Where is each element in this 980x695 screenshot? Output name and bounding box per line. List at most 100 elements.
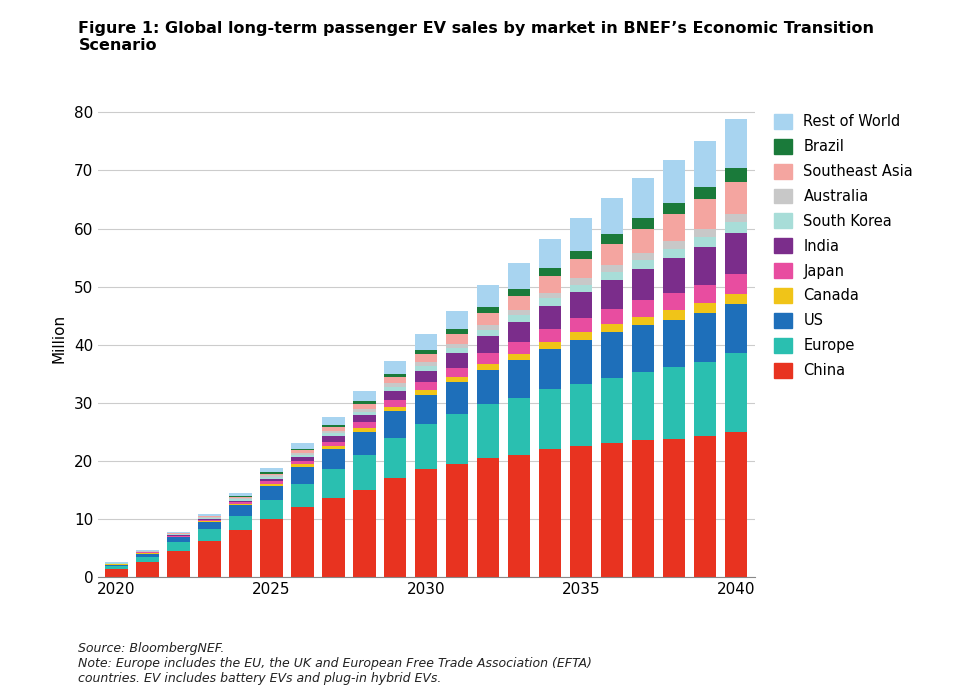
Bar	[106, 564, 127, 566]
Bar	[508, 295, 530, 310]
Bar	[508, 455, 530, 577]
Bar	[694, 237, 716, 247]
Bar	[322, 446, 345, 449]
Bar	[229, 499, 252, 500]
Bar	[725, 353, 747, 432]
Bar	[601, 309, 623, 325]
Bar	[446, 414, 468, 464]
Bar	[291, 443, 314, 449]
Bar	[662, 293, 685, 311]
Bar	[198, 517, 220, 518]
Bar	[632, 300, 655, 317]
Bar	[446, 464, 468, 577]
Legend: Rest of World, Brazil, Southeast Asia, Australia, South Korea, India, Japan, Can: Rest of World, Brazil, Southeast Asia, A…	[768, 108, 919, 384]
Bar	[261, 477, 282, 479]
Bar	[291, 455, 314, 457]
Bar	[322, 449, 345, 469]
Bar	[198, 514, 220, 516]
Bar	[662, 241, 685, 249]
Bar	[291, 457, 314, 461]
Bar	[477, 286, 500, 307]
Bar	[662, 214, 685, 241]
Bar	[632, 259, 655, 268]
Bar	[168, 532, 190, 533]
Bar	[353, 416, 375, 423]
Bar	[322, 427, 345, 431]
Bar	[539, 276, 562, 293]
Bar	[508, 322, 530, 343]
Bar	[601, 197, 623, 234]
Bar	[136, 554, 159, 557]
Bar	[632, 229, 655, 252]
Bar	[384, 384, 407, 386]
Bar	[632, 179, 655, 218]
Bar	[384, 391, 407, 400]
Bar	[353, 490, 375, 577]
Bar	[539, 349, 562, 389]
Bar	[601, 377, 623, 443]
Text: Figure 1: Global long-term passenger EV sales by market in BNEF’s Economic Trans: Figure 1: Global long-term passenger EV …	[78, 21, 874, 54]
Bar	[353, 428, 375, 432]
Bar	[508, 360, 530, 398]
Bar	[291, 466, 314, 484]
Bar	[229, 496, 252, 497]
Bar	[322, 498, 345, 577]
Bar	[384, 386, 407, 391]
Bar	[539, 268, 562, 276]
Bar	[570, 446, 592, 577]
Bar	[477, 404, 500, 458]
Bar	[291, 450, 314, 452]
Bar	[477, 325, 500, 330]
Bar	[384, 377, 407, 384]
Bar	[353, 391, 375, 401]
Bar	[694, 247, 716, 285]
Bar	[601, 265, 623, 272]
Bar	[106, 569, 127, 577]
Bar	[601, 244, 623, 265]
Bar	[322, 436, 345, 441]
Bar	[416, 354, 437, 362]
Bar	[508, 316, 530, 322]
Bar	[198, 520, 220, 521]
Bar	[725, 432, 747, 577]
Bar	[353, 423, 375, 428]
Bar	[261, 486, 282, 500]
Bar	[570, 279, 592, 284]
Bar	[477, 363, 500, 370]
Bar	[725, 181, 747, 214]
Bar	[353, 432, 375, 455]
Bar	[261, 475, 282, 477]
Bar	[508, 263, 530, 288]
Bar	[384, 411, 407, 438]
Bar	[416, 391, 437, 395]
Bar	[416, 469, 437, 577]
Bar	[446, 343, 468, 348]
Bar	[416, 334, 437, 350]
Bar	[416, 362, 437, 366]
Bar	[229, 505, 252, 516]
Bar	[570, 318, 592, 332]
Bar	[322, 469, 345, 498]
Bar	[291, 464, 314, 466]
Bar	[632, 317, 655, 325]
Bar	[570, 332, 592, 340]
Bar	[168, 534, 190, 535]
Bar	[539, 342, 562, 349]
Bar	[725, 168, 747, 181]
Bar	[601, 272, 623, 280]
Bar	[261, 479, 282, 481]
Bar	[416, 366, 437, 370]
Bar	[353, 411, 375, 416]
Bar	[570, 284, 592, 293]
Bar	[725, 274, 747, 293]
Bar	[229, 516, 252, 530]
Bar	[570, 259, 592, 279]
Bar	[229, 497, 252, 498]
Bar	[662, 439, 685, 577]
Bar	[508, 343, 530, 354]
Bar	[261, 481, 282, 484]
Bar	[601, 234, 623, 244]
Bar	[291, 449, 314, 450]
Bar	[632, 372, 655, 441]
Bar	[446, 329, 468, 334]
